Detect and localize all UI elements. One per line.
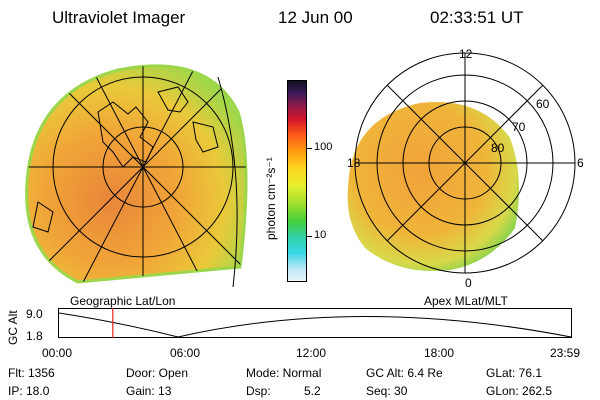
door-info: Door: Open <box>126 366 189 380</box>
date-label: 12 Jun 00 <box>278 8 353 27</box>
colorbar <box>287 80 307 282</box>
ip-info: IP: 18.0 <box>8 384 50 398</box>
mlat-label-60: 60 <box>536 97 550 111</box>
geographic-label: Geographic Lat/Lon <box>70 294 176 308</box>
colorbar-title: photon cm⁻²s⁻¹ <box>264 157 278 240</box>
altitude-ylabel: GC Alt <box>6 310 20 345</box>
seq-info: Seq: 30 <box>366 384 408 398</box>
altitude-xtick: 06:00 <box>170 346 201 360</box>
polar-plot <box>347 52 576 274</box>
glat-info: GLat: 76.1 <box>486 366 543 380</box>
geographic-image <box>25 64 248 288</box>
mlat-label-80: 80 <box>491 141 505 155</box>
altitude-xtick: 12:00 <box>296 346 327 360</box>
colorbar-tick <box>306 236 312 237</box>
mlt-label-bottom: 0 <box>465 276 472 290</box>
altitude-plot <box>58 308 572 338</box>
dsp-value: 5.2 <box>304 384 321 398</box>
mlt-label-top: 12 <box>459 47 473 61</box>
glon-info: GLon: 262.5 <box>486 384 553 398</box>
mlt-label-left: 18 <box>347 156 361 170</box>
flight-info: Flt: 1356 <box>8 366 55 380</box>
mode-info: Mode: Normal <box>246 366 322 380</box>
gc-alt-info: GC Alt: 6.4 Re <box>366 366 443 380</box>
time-label: 02:33:51 UT <box>430 8 524 27</box>
altitude-xtick: 18:00 <box>424 346 455 360</box>
mlt-label-right: 6 <box>577 156 584 170</box>
altitude-xtick: 23:59 <box>550 346 581 360</box>
apex-label: Apex MLat/MLT <box>424 294 508 308</box>
dsp-label: Dsp: <box>246 384 271 398</box>
gain-info: Gain: 13 <box>126 384 172 398</box>
colorbar-tick-label: 10 <box>314 229 327 241</box>
altitude-ytick-bottom: 1.8 <box>26 329 43 343</box>
app-title: Ultraviolet Imager <box>52 8 186 27</box>
altitude-ytick-top: 9.0 <box>26 307 43 321</box>
mlat-label-70: 70 <box>512 120 526 134</box>
colorbar-tick-label: 100 <box>314 141 333 153</box>
altitude-xtick: 00:00 <box>42 346 73 360</box>
colorbar-tick <box>306 148 312 149</box>
